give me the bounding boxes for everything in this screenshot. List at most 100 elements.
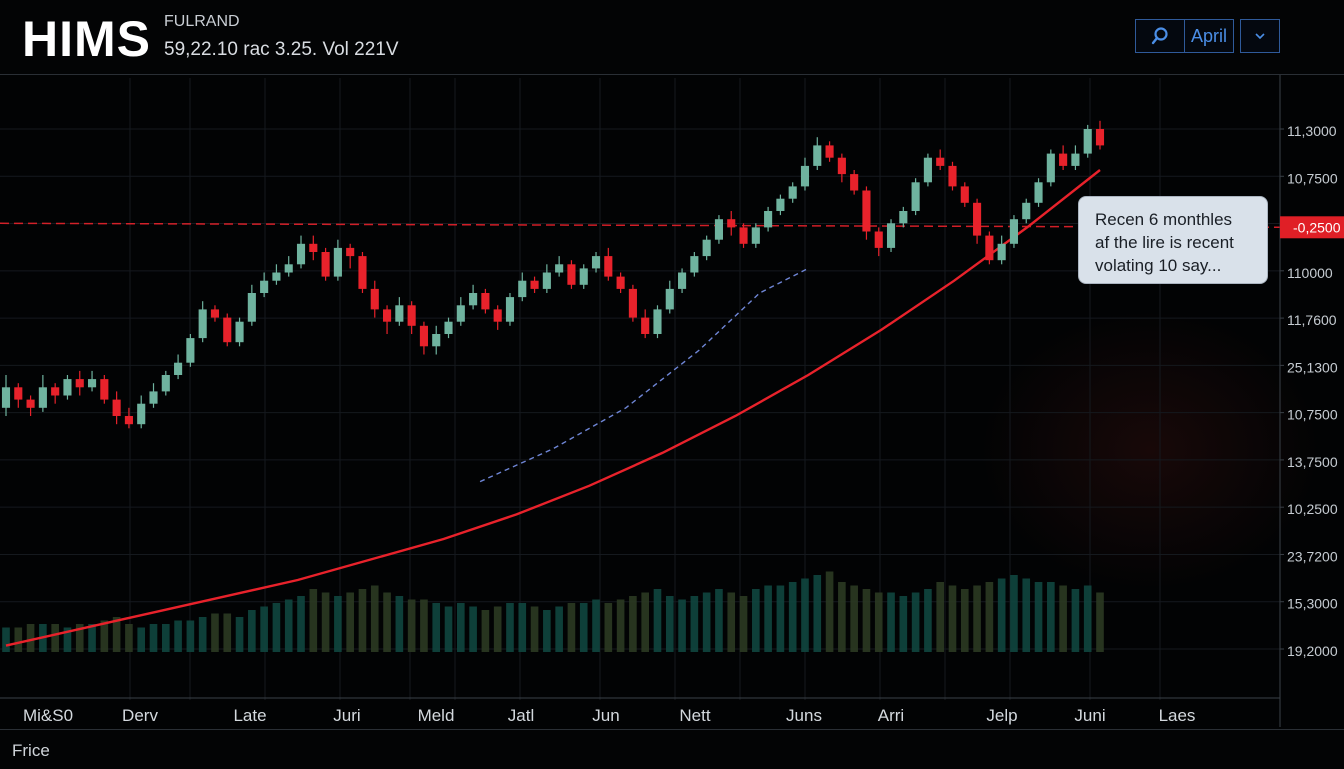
candle[interactable] [321,247,330,281]
candle[interactable] [444,317,453,339]
candle-body[interactable] [493,309,502,322]
candle[interactable] [223,313,232,347]
candle-body[interactable] [26,399,35,408]
candle-body[interactable] [678,272,687,289]
candle[interactable] [407,301,416,334]
candle-body[interactable] [346,247,355,257]
candle[interactable] [1083,124,1092,158]
candle[interactable] [579,264,588,289]
candle-body[interactable] [788,186,797,199]
candle-body[interactable] [555,264,564,273]
candle-body[interactable] [579,268,588,285]
candle[interactable] [395,297,404,326]
candle-body[interactable] [850,174,859,191]
candle[interactable] [333,239,342,281]
candle[interactable] [346,243,355,269]
candle[interactable] [616,272,625,294]
candle[interactable] [247,284,256,326]
candle-body[interactable] [137,403,146,425]
candle-body[interactable] [38,387,47,408]
candle[interactable] [714,215,724,244]
candle-body[interactable] [210,309,220,318]
candle-body[interactable] [985,235,994,261]
candle-body[interactable] [542,272,551,289]
candle[interactable] [235,317,244,347]
candle[interactable] [174,354,183,380]
candle-body[interactable] [382,309,392,322]
candle-body[interactable] [653,309,662,334]
candle[interactable] [751,223,760,248]
candle[interactable] [911,178,920,216]
candle[interactable] [1095,120,1105,150]
candle-body[interactable] [800,165,810,187]
candle[interactable] [960,182,969,207]
candle-body[interactable] [714,219,724,240]
candle-body[interactable] [874,231,883,248]
candle-body[interactable] [100,379,109,400]
candle-body[interactable] [923,157,932,183]
candle[interactable] [641,309,650,339]
candle[interactable] [899,206,908,228]
candle-body[interactable] [1071,153,1080,166]
candle-body[interactable] [161,375,170,392]
candle[interactable] [38,375,47,412]
candle-body[interactable] [739,227,748,244]
candle[interactable] [518,272,527,302]
candle[interactable] [309,235,318,261]
candle[interactable] [124,407,133,429]
candle-body[interactable] [14,387,23,400]
candle-body[interactable] [518,280,527,298]
candle[interactable] [137,395,146,429]
candle-body[interactable] [960,186,969,203]
candle[interactable] [567,260,576,289]
candle[interactable] [1034,178,1043,207]
candle-body[interactable] [1083,129,1092,154]
candle[interactable] [764,206,773,232]
candle-body[interactable] [296,243,306,265]
candle[interactable] [210,305,220,322]
price-chart[interactable]: 11,300010,750015,720011000011,760025,130… [0,75,1344,729]
candle-body[interactable] [358,256,367,289]
candle[interactable] [702,235,711,261]
candle[interactable] [1,375,11,416]
candle-body[interactable] [628,288,637,318]
candle-body[interactable] [419,325,428,347]
candle-body[interactable] [321,252,330,277]
candle-body[interactable] [973,202,982,236]
search-button[interactable] [1135,19,1185,53]
candle[interactable] [591,252,601,273]
candle[interactable] [874,227,883,257]
candle-body[interactable] [1059,153,1068,166]
candle-body[interactable] [567,264,576,285]
candle[interactable] [112,391,121,425]
candle-body[interactable] [764,211,773,228]
candle-body[interactable] [198,309,207,339]
candle-body[interactable] [505,297,515,322]
candle[interactable] [186,334,195,367]
candle-body[interactable] [174,362,183,375]
candle-body[interactable] [124,416,133,425]
dropdown-button[interactable] [1240,19,1280,53]
candle[interactable] [260,272,269,298]
candle-body[interactable] [936,157,945,166]
candle[interactable] [198,301,207,343]
candle[interactable] [555,256,564,277]
candle-body[interactable] [1046,153,1055,183]
candle[interactable] [1046,149,1055,187]
candle-body[interactable] [149,391,158,404]
candle[interactable] [813,137,822,170]
candle-body[interactable] [1034,182,1043,203]
candle-body[interactable] [776,198,785,211]
candle[interactable] [87,370,97,392]
candle[interactable] [432,325,441,355]
candle-body[interactable] [432,334,441,347]
candle[interactable] [936,149,945,171]
candle[interactable] [542,264,551,293]
candle[interactable] [358,252,367,293]
candle[interactable] [75,370,84,396]
candle[interactable] [370,280,379,318]
candle-body[interactable] [51,387,60,396]
candle[interactable] [862,186,871,240]
candle[interactable] [481,288,490,314]
candle[interactable] [776,194,785,216]
